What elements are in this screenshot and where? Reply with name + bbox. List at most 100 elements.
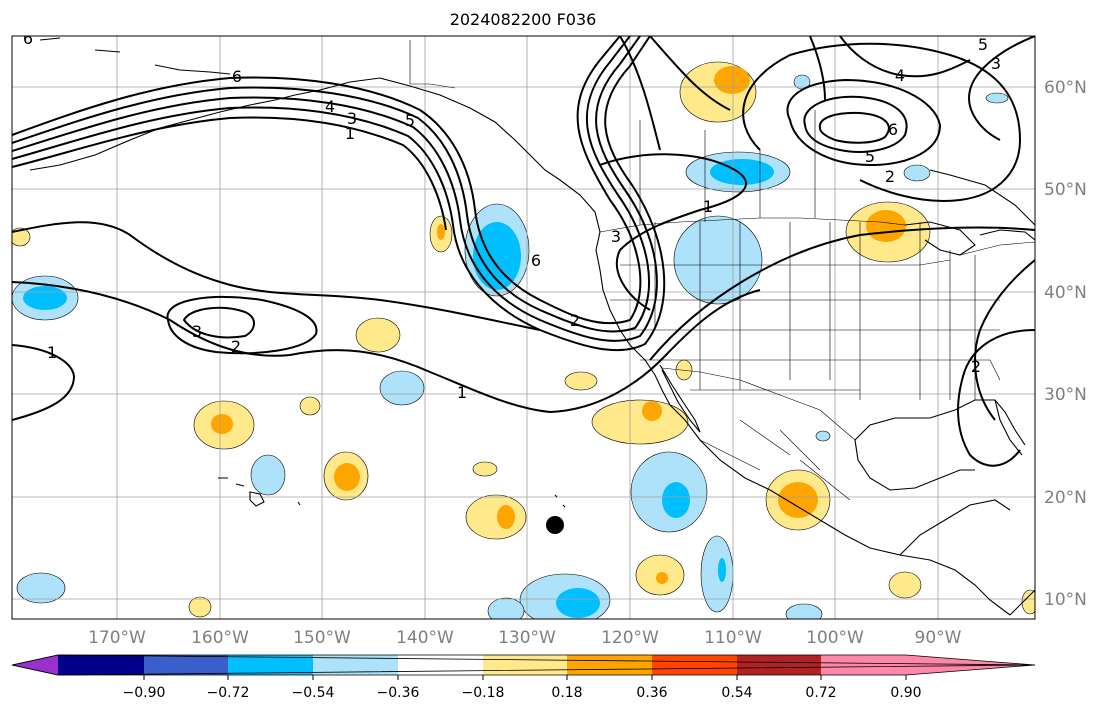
colorbar-tick-label: −0.36 bbox=[377, 685, 420, 701]
colorbar-extend-high bbox=[906, 655, 1035, 675]
contour-label: 6 bbox=[23, 29, 33, 48]
contour-label: 3 bbox=[347, 109, 357, 128]
contour-label: 6 bbox=[531, 251, 541, 270]
storm-center-dot bbox=[546, 516, 564, 534]
contour-label: 5 bbox=[865, 147, 875, 166]
lat-tick-label: 50°N bbox=[1044, 180, 1087, 200]
positive-anomaly-area bbox=[355, 317, 401, 353]
colorbar-tick-label: 0.36 bbox=[636, 685, 667, 701]
lon-tick-label: 100°W bbox=[806, 628, 864, 648]
positive-anomaly-area bbox=[1021, 589, 1035, 615]
colorbar-segment bbox=[144, 655, 228, 675]
positive-anomaly-area bbox=[12, 227, 31, 247]
positive-anomaly-core bbox=[437, 224, 445, 240]
political-borders bbox=[409, 40, 1035, 501]
contour-label: 2 bbox=[231, 337, 241, 356]
lon-tick-label: 110°W bbox=[704, 628, 762, 648]
lon-tick-label: 170°W bbox=[88, 628, 146, 648]
positive-anomaly-area bbox=[888, 571, 922, 599]
negative-anomaly-area bbox=[673, 215, 763, 305]
negative-anomaly-area bbox=[985, 92, 1009, 104]
contour-label: 3 bbox=[192, 322, 202, 341]
contour-label: 5 bbox=[978, 35, 988, 54]
negative-anomaly-core bbox=[662, 482, 690, 518]
lon-tick-label: 150°W bbox=[293, 628, 351, 648]
contour-label: 1 bbox=[703, 197, 713, 216]
lon-tick-label: 160°W bbox=[191, 628, 249, 648]
colorbar-segment bbox=[58, 655, 144, 675]
contour-label: 1 bbox=[47, 343, 57, 362]
contour-label: 6 bbox=[888, 120, 898, 139]
lon-tick-label: 140°W bbox=[396, 628, 454, 648]
coastlines bbox=[29, 37, 1035, 616]
negative-anomaly-area bbox=[815, 430, 831, 442]
colorbar-segment bbox=[398, 655, 483, 675]
positive-anomaly-area bbox=[591, 399, 689, 445]
contour-label: 2 bbox=[885, 167, 895, 186]
colorbar-tick-label: −0.90 bbox=[123, 685, 166, 701]
negative-anomaly-area bbox=[700, 535, 734, 613]
colorbar-segment bbox=[228, 655, 313, 675]
lon-tick-label: 90°W bbox=[915, 628, 962, 648]
positive-anomaly-area bbox=[564, 371, 598, 391]
contour-label: 4 bbox=[895, 66, 905, 85]
contour-label: 1 bbox=[345, 124, 355, 143]
colorbar-tick-label: −0.54 bbox=[292, 685, 335, 701]
colorbar-segment bbox=[483, 655, 567, 675]
colorbar-extend-low bbox=[12, 655, 58, 675]
contour-label: 3 bbox=[611, 227, 621, 246]
contour-label: 6 bbox=[232, 67, 242, 86]
latitude-axis: 60°N 50°N 40°N 30°N 20°N 10°N bbox=[1044, 78, 1087, 610]
negative-anomaly-area bbox=[487, 597, 525, 619]
contour-label-group: 6 6 4 3 5 1 1 6 3 2 1 1 2 6 5 2 4 5 3 2 … bbox=[23, 29, 1001, 402]
colorbar-tick-label: −0.18 bbox=[462, 685, 505, 701]
colorbar-segment bbox=[821, 655, 906, 675]
positive-anomaly-area bbox=[472, 461, 498, 477]
positive-anomaly-area bbox=[465, 494, 527, 540]
contour-lines bbox=[12, 36, 1035, 467]
positive-anomaly-core bbox=[714, 66, 750, 94]
positive-anomaly-core bbox=[866, 210, 906, 242]
positive-anomaly-core bbox=[497, 505, 515, 529]
colorbar-segment bbox=[313, 655, 398, 675]
negative-anomaly-core bbox=[718, 558, 726, 582]
lon-tick-label: 120°W bbox=[601, 628, 659, 648]
negative-anomaly-area bbox=[250, 454, 286, 496]
map-title: 2024082200 F036 bbox=[449, 10, 597, 29]
colorbar: −0.90 −0.72 −0.54 −0.36 −0.18 0.18 0.36 … bbox=[11, 654, 1036, 701]
positive-anomaly-core bbox=[642, 401, 662, 421]
negative-anomaly-core bbox=[556, 588, 600, 618]
colorbar-segment bbox=[737, 655, 821, 675]
colorbar-tick-label: −0.72 bbox=[207, 685, 250, 701]
map-frame bbox=[11, 35, 1036, 620]
contour-label: 4 bbox=[325, 97, 335, 116]
contour-label: 5 bbox=[405, 111, 415, 130]
positive-anomaly-core bbox=[211, 414, 233, 434]
contour-label: 1 bbox=[457, 383, 467, 402]
positive-anomaly-area bbox=[188, 596, 212, 618]
contour-label: 2 bbox=[570, 311, 580, 330]
positive-anomaly-area bbox=[299, 396, 321, 416]
contour-label: 2 bbox=[971, 357, 981, 376]
negative-anomaly-area bbox=[379, 370, 425, 406]
colorbar-tick-label: 0.72 bbox=[805, 685, 836, 701]
lon-tick-label: 130°W bbox=[498, 628, 556, 648]
positive-anomaly-core bbox=[656, 572, 668, 584]
lat-tick-label: 10°N bbox=[1044, 590, 1087, 610]
lat-tick-label: 60°N bbox=[1044, 78, 1087, 98]
negative-anomaly-core bbox=[23, 286, 67, 310]
colorbar-tick-label: 0.54 bbox=[721, 685, 752, 701]
colorbar-segment bbox=[652, 655, 737, 675]
longitude-axis: 170°W 160°W 150°W 140°W 130°W 120°W 110°… bbox=[88, 628, 962, 648]
shaded-anomaly-fields bbox=[12, 61, 1035, 619]
lat-tick-label: 40°N bbox=[1044, 283, 1087, 303]
colorbar-segment bbox=[567, 655, 652, 675]
negative-anomaly-core bbox=[473, 222, 521, 290]
positive-anomaly-core bbox=[778, 482, 818, 518]
negative-anomaly-area bbox=[903, 164, 931, 182]
lat-tick-label: 30°N bbox=[1044, 385, 1087, 405]
positive-anomaly-core bbox=[334, 463, 360, 491]
negative-anomaly-area bbox=[16, 572, 66, 604]
lat-tick-label: 20°N bbox=[1044, 488, 1087, 508]
